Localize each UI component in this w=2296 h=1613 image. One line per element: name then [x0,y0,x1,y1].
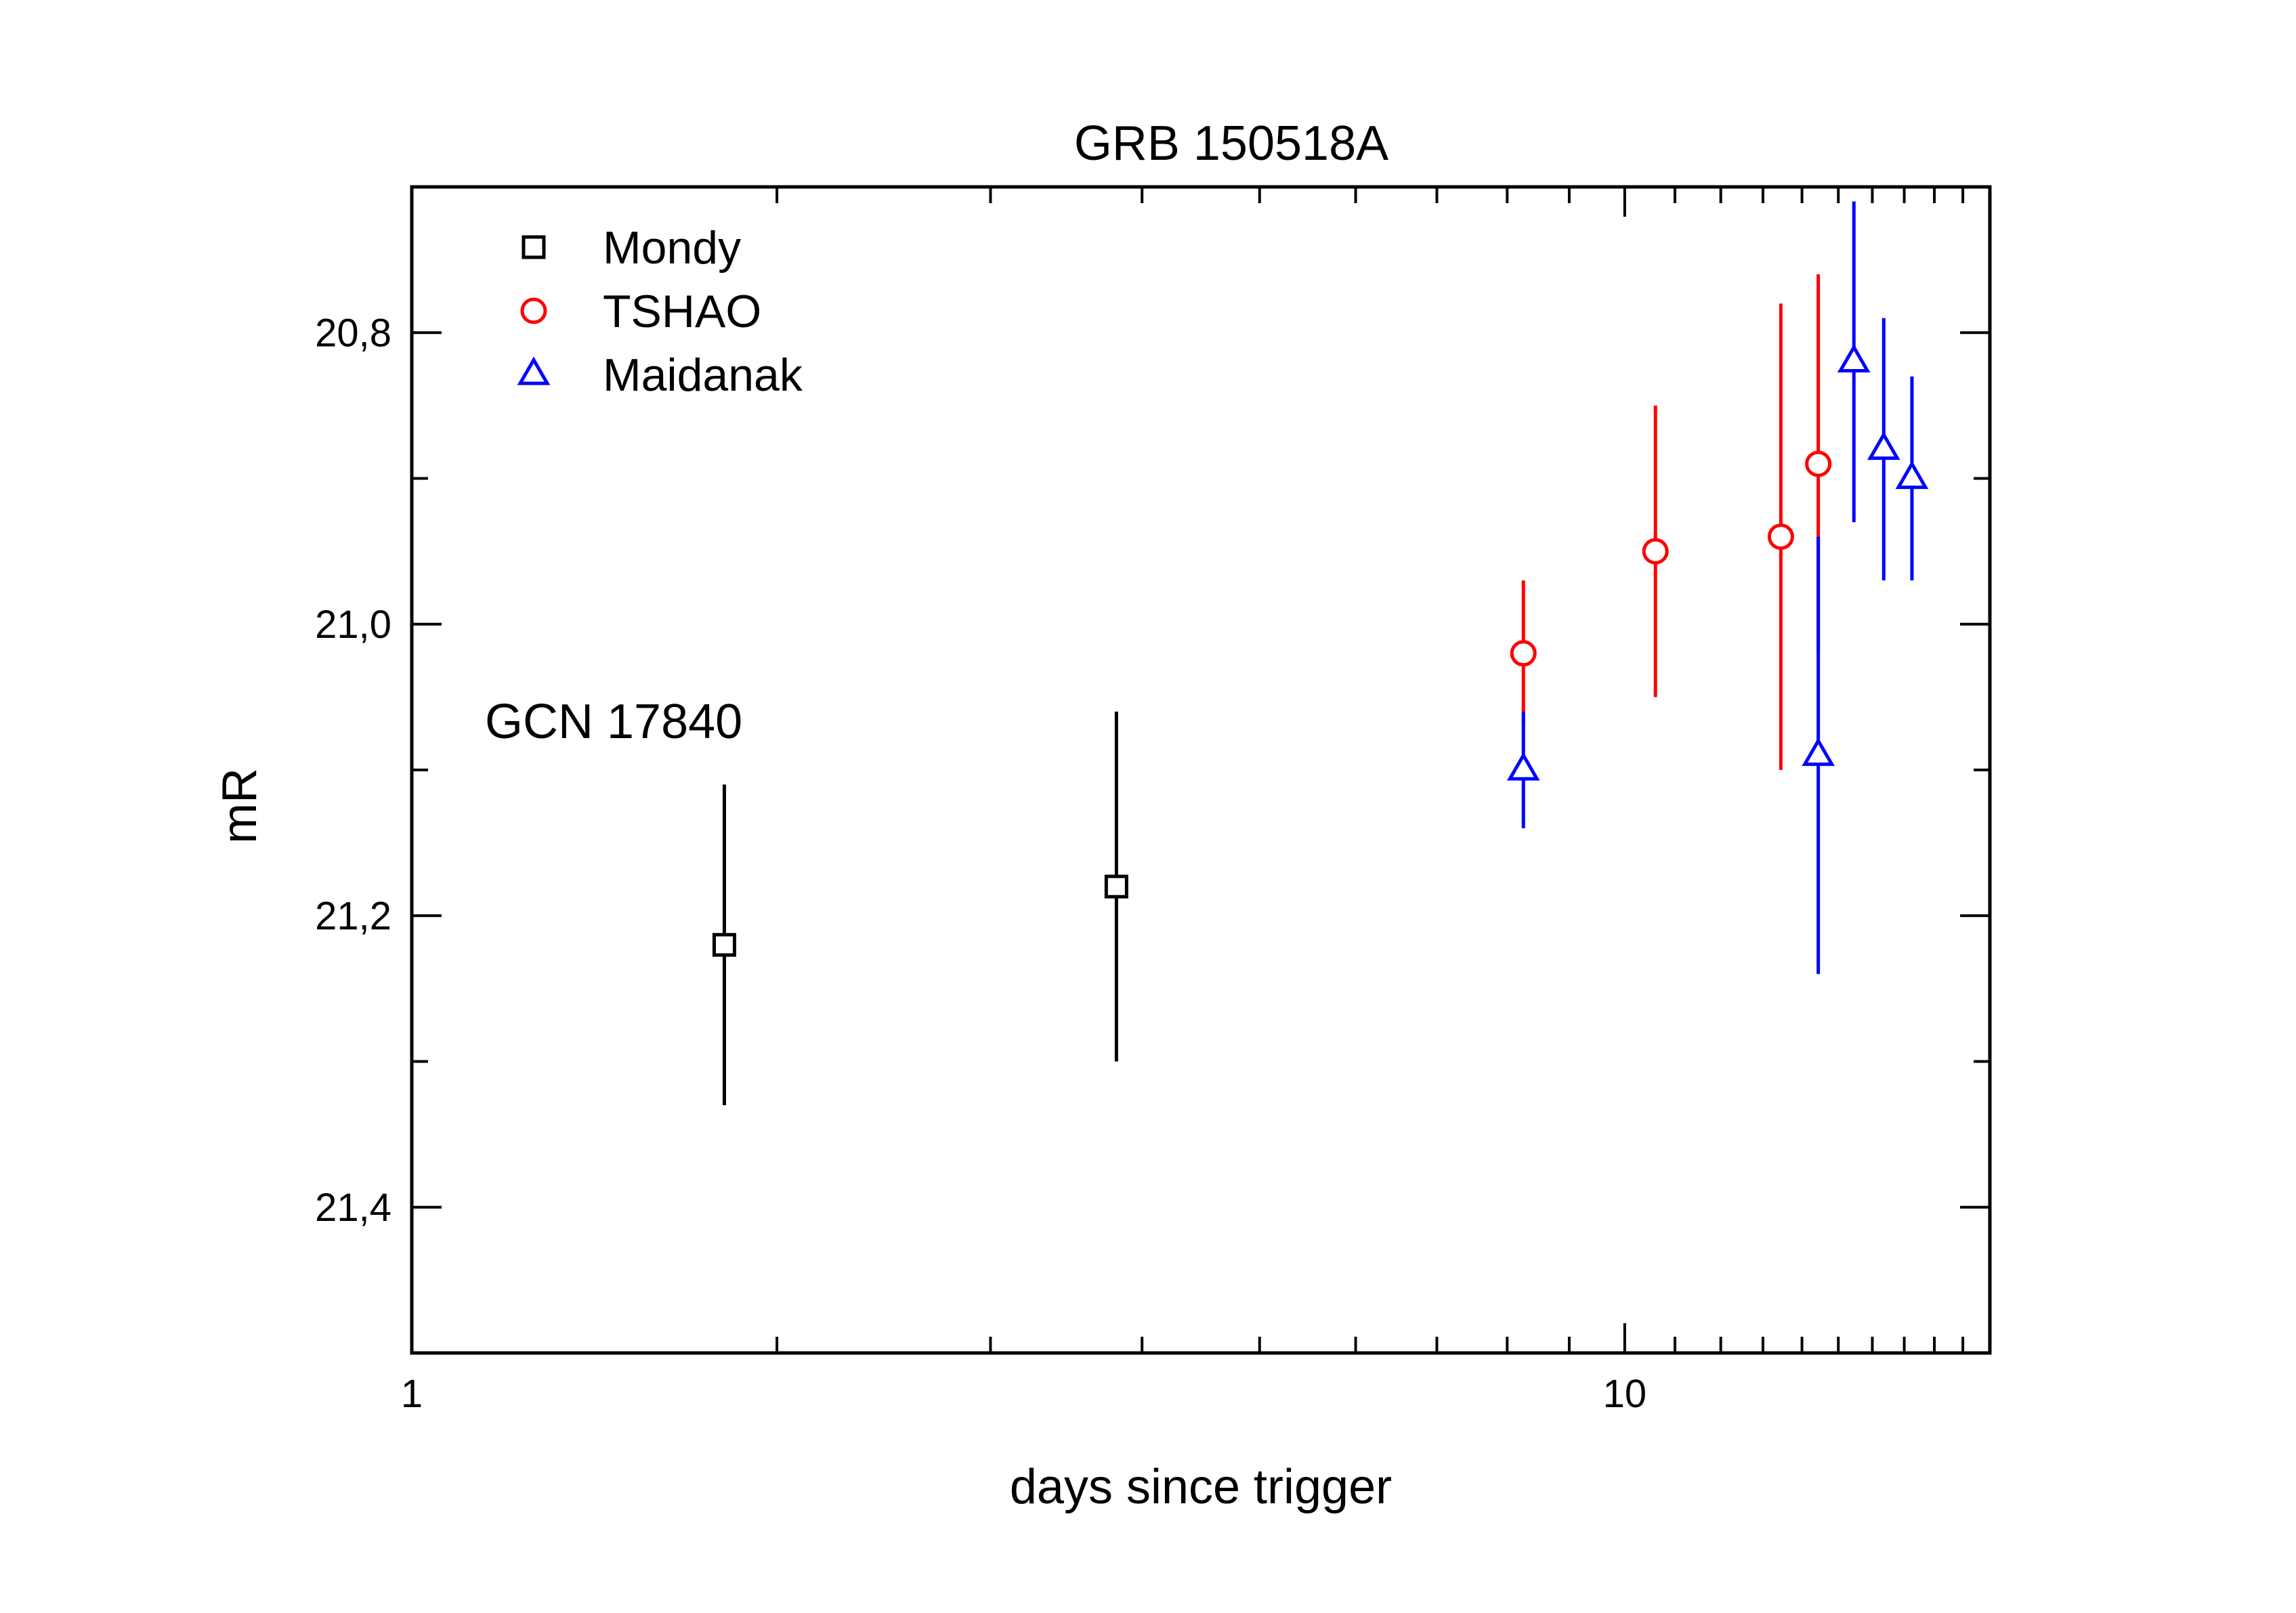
x-tick-label: 10 [1603,1372,1647,1416]
tshao-point [1510,640,1537,667]
maidanak-point [1802,737,1835,767]
legend-marker-mondy [522,235,546,259]
x-tick-label: 1 [401,1372,423,1416]
legend-marker-tshao [520,297,547,324]
legend-marker-maidanak [517,356,551,385]
data-marks [712,201,1929,1106]
y-axis-label: mR [213,768,267,844]
legend: Mondy TSHAO Maidanak [517,222,803,401]
tshao-point [1805,450,1832,477]
y-tick-label: 21,2 [315,894,391,938]
maidanak-point [1895,460,1929,490]
axis-ticks [410,187,1991,1353]
maidanak-point [1867,431,1900,460]
legend-label-maidanak: Maidanak [603,349,803,401]
x-axis-label: days since trigger [1010,1460,1392,1514]
maidanak-point [1506,752,1540,781]
mondy-point [712,932,736,957]
gcn-annotation: GCN 17840 [485,695,742,749]
maidanak-point [1837,343,1871,372]
axis-tick-labels: 1 10 20,8 21,0 21,2 21,4 [315,311,1646,1416]
legend-label-tshao: TSHAO [603,286,761,337]
y-tick-label: 21,4 [315,1186,391,1230]
mondy-point [1104,874,1128,899]
tshao-point [1642,538,1669,565]
tshao-point [1767,523,1794,551]
chart-title: GRB 150518A [1074,116,1388,171]
y-tick-label: 21,0 [315,603,391,647]
y-tick-label: 20,8 [315,311,391,355]
legend-label-mondy: Mondy [603,222,741,274]
